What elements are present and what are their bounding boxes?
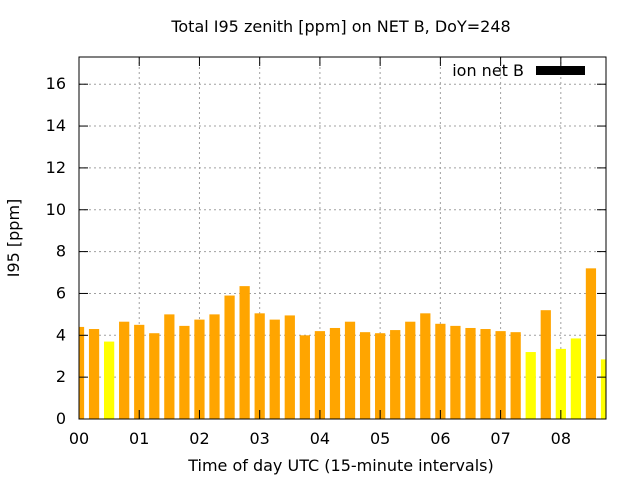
x-tick-label: 08 <box>551 429 571 448</box>
bar <box>435 323 446 419</box>
bar <box>284 315 295 419</box>
bar <box>179 325 190 419</box>
bar <box>525 352 536 419</box>
bar <box>149 333 160 419</box>
bar <box>450 325 461 419</box>
x-tick-labels: 00 01 02 03 04 05 06 07 08 <box>69 429 571 448</box>
y-tick-label: 4 <box>56 325 66 344</box>
bar <box>164 314 175 419</box>
x-tick-label: 05 <box>370 429 390 448</box>
bar <box>390 330 401 419</box>
y-axis-label: I95 [ppm] <box>4 199 23 278</box>
x-tick-label: 06 <box>430 429 450 448</box>
bar <box>134 324 145 419</box>
bar <box>239 286 250 419</box>
bar <box>540 310 551 419</box>
bar <box>254 313 265 419</box>
y-tick-labels: 0 2 4 6 8 10 12 14 16 <box>46 74 66 428</box>
bar <box>420 313 431 419</box>
bars <box>79 268 606 419</box>
legend-label: ion net B <box>452 61 524 80</box>
y-tick-label: 6 <box>56 283 66 302</box>
y-tick-label: 10 <box>46 200 66 219</box>
bar <box>465 327 476 419</box>
x-tick-label: 00 <box>69 429 89 448</box>
bar <box>299 335 310 419</box>
bar <box>329 327 341 419</box>
x-tick-label: 03 <box>250 429 270 448</box>
y-tick-label: 2 <box>56 367 66 386</box>
y-tick-label: 12 <box>46 158 66 177</box>
bar <box>570 338 582 419</box>
x-tick-label: 02 <box>189 429 209 448</box>
bar <box>314 331 326 419</box>
y-tick-label: 8 <box>56 242 66 261</box>
bar <box>119 321 130 419</box>
x-tick-label: 01 <box>129 429 149 448</box>
bar <box>359 332 371 419</box>
plot-frame <box>78 56 607 420</box>
legend-swatch <box>536 66 585 75</box>
bar <box>600 359 606 419</box>
bar <box>510 332 521 419</box>
bar <box>269 319 280 419</box>
bar <box>585 268 597 419</box>
x-tick-label: 04 <box>310 429 330 448</box>
y-tick-label: 0 <box>56 409 66 428</box>
bar <box>79 326 85 419</box>
bar <box>194 319 205 419</box>
legend: ion net B <box>452 61 585 80</box>
bar <box>375 333 386 419</box>
x-axis-label: Time of day UTC (15-minute intervals) <box>187 456 494 475</box>
x-tick-label: 07 <box>490 429 510 448</box>
y-tick-label: 16 <box>46 74 66 93</box>
bar <box>224 295 235 419</box>
bar <box>88 329 100 419</box>
tick-marks <box>78 57 606 420</box>
bar <box>344 321 356 419</box>
bar <box>405 321 416 419</box>
bar <box>555 348 566 419</box>
grid-lines <box>79 57 606 419</box>
bar <box>209 314 220 419</box>
bar <box>495 331 506 419</box>
chart-title: Total I95 zenith [ppm] on NET B, DoY=248 <box>170 17 510 36</box>
y-tick-label: 14 <box>46 116 66 135</box>
bar <box>480 329 491 419</box>
bar <box>103 341 115 419</box>
